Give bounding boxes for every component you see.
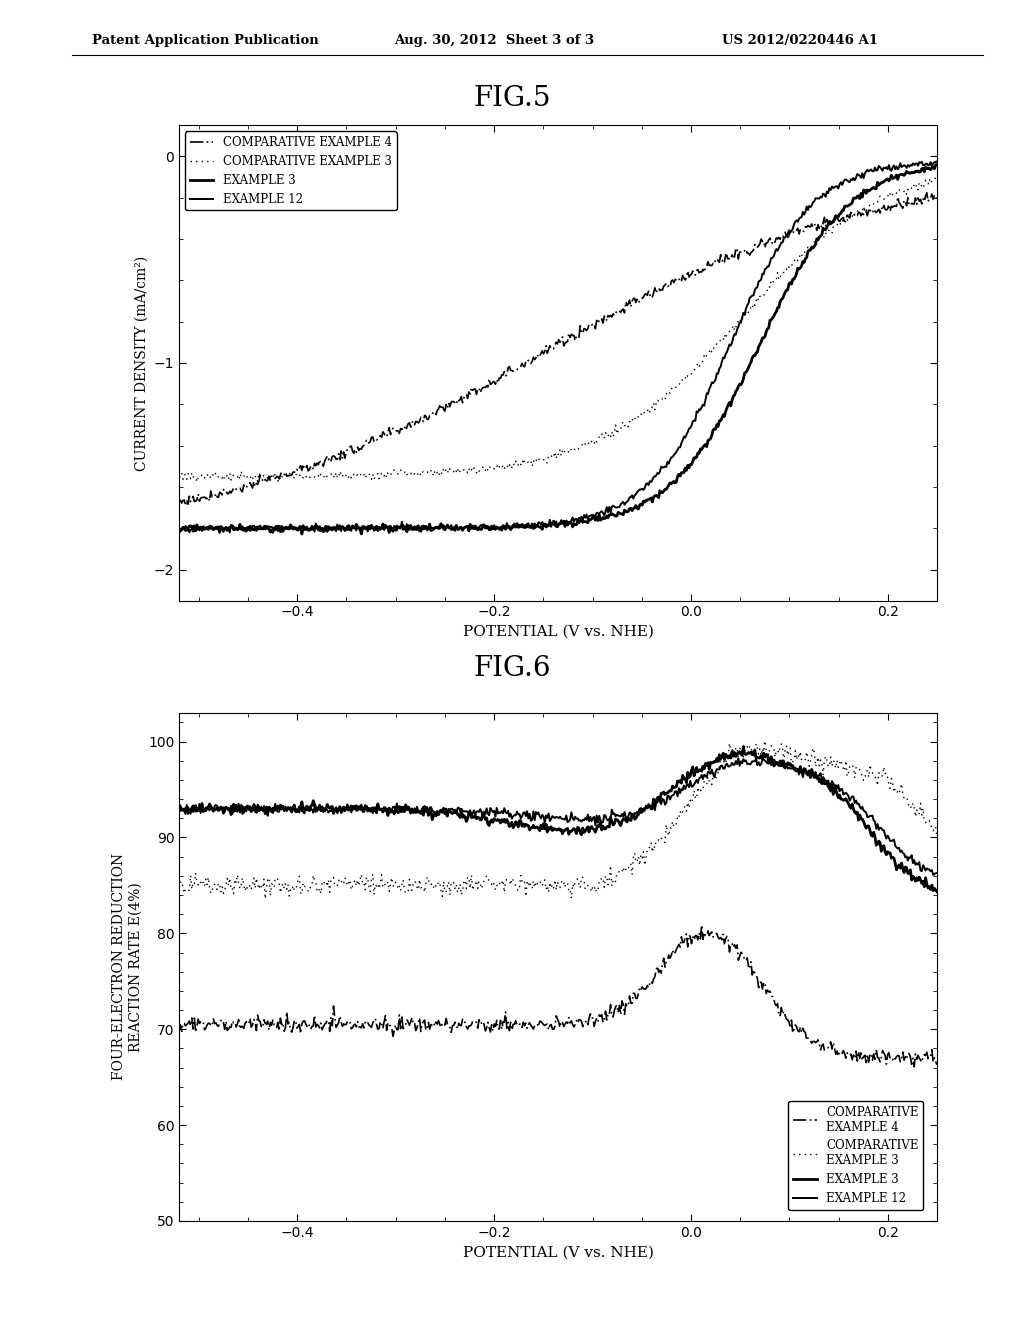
X-axis label: POTENTIAL (V vs. NHE): POTENTIAL (V vs. NHE) xyxy=(463,624,653,639)
X-axis label: POTENTIAL (V vs. NHE): POTENTIAL (V vs. NHE) xyxy=(463,1245,653,1259)
Text: FIG.5: FIG.5 xyxy=(473,84,551,112)
Legend: COMPARATIVE
EXAMPLE 4, COMPARATIVE
EXAMPLE 3, EXAMPLE 3, EXAMPLE 12: COMPARATIVE EXAMPLE 4, COMPARATIVE EXAMP… xyxy=(788,1101,924,1210)
Text: US 2012/0220446 A1: US 2012/0220446 A1 xyxy=(722,34,878,48)
Text: FIG.6: FIG.6 xyxy=(473,655,551,682)
Y-axis label: CURRENT DENSITY (mA/cm²): CURRENT DENSITY (mA/cm²) xyxy=(134,255,148,471)
Text: Aug. 30, 2012  Sheet 3 of 3: Aug. 30, 2012 Sheet 3 of 3 xyxy=(394,34,594,48)
Legend: COMPARATIVE EXAMPLE 4, COMPARATIVE EXAMPLE 3, EXAMPLE 3, EXAMPLE 12: COMPARATIVE EXAMPLE 4, COMPARATIVE EXAMP… xyxy=(185,131,396,210)
Text: Patent Application Publication: Patent Application Publication xyxy=(92,34,318,48)
Y-axis label: FOUR-ELECTRON REDUCTION
REACTION RATE E(4%): FOUR-ELECTRON REDUCTION REACTION RATE E(… xyxy=(113,853,142,1081)
